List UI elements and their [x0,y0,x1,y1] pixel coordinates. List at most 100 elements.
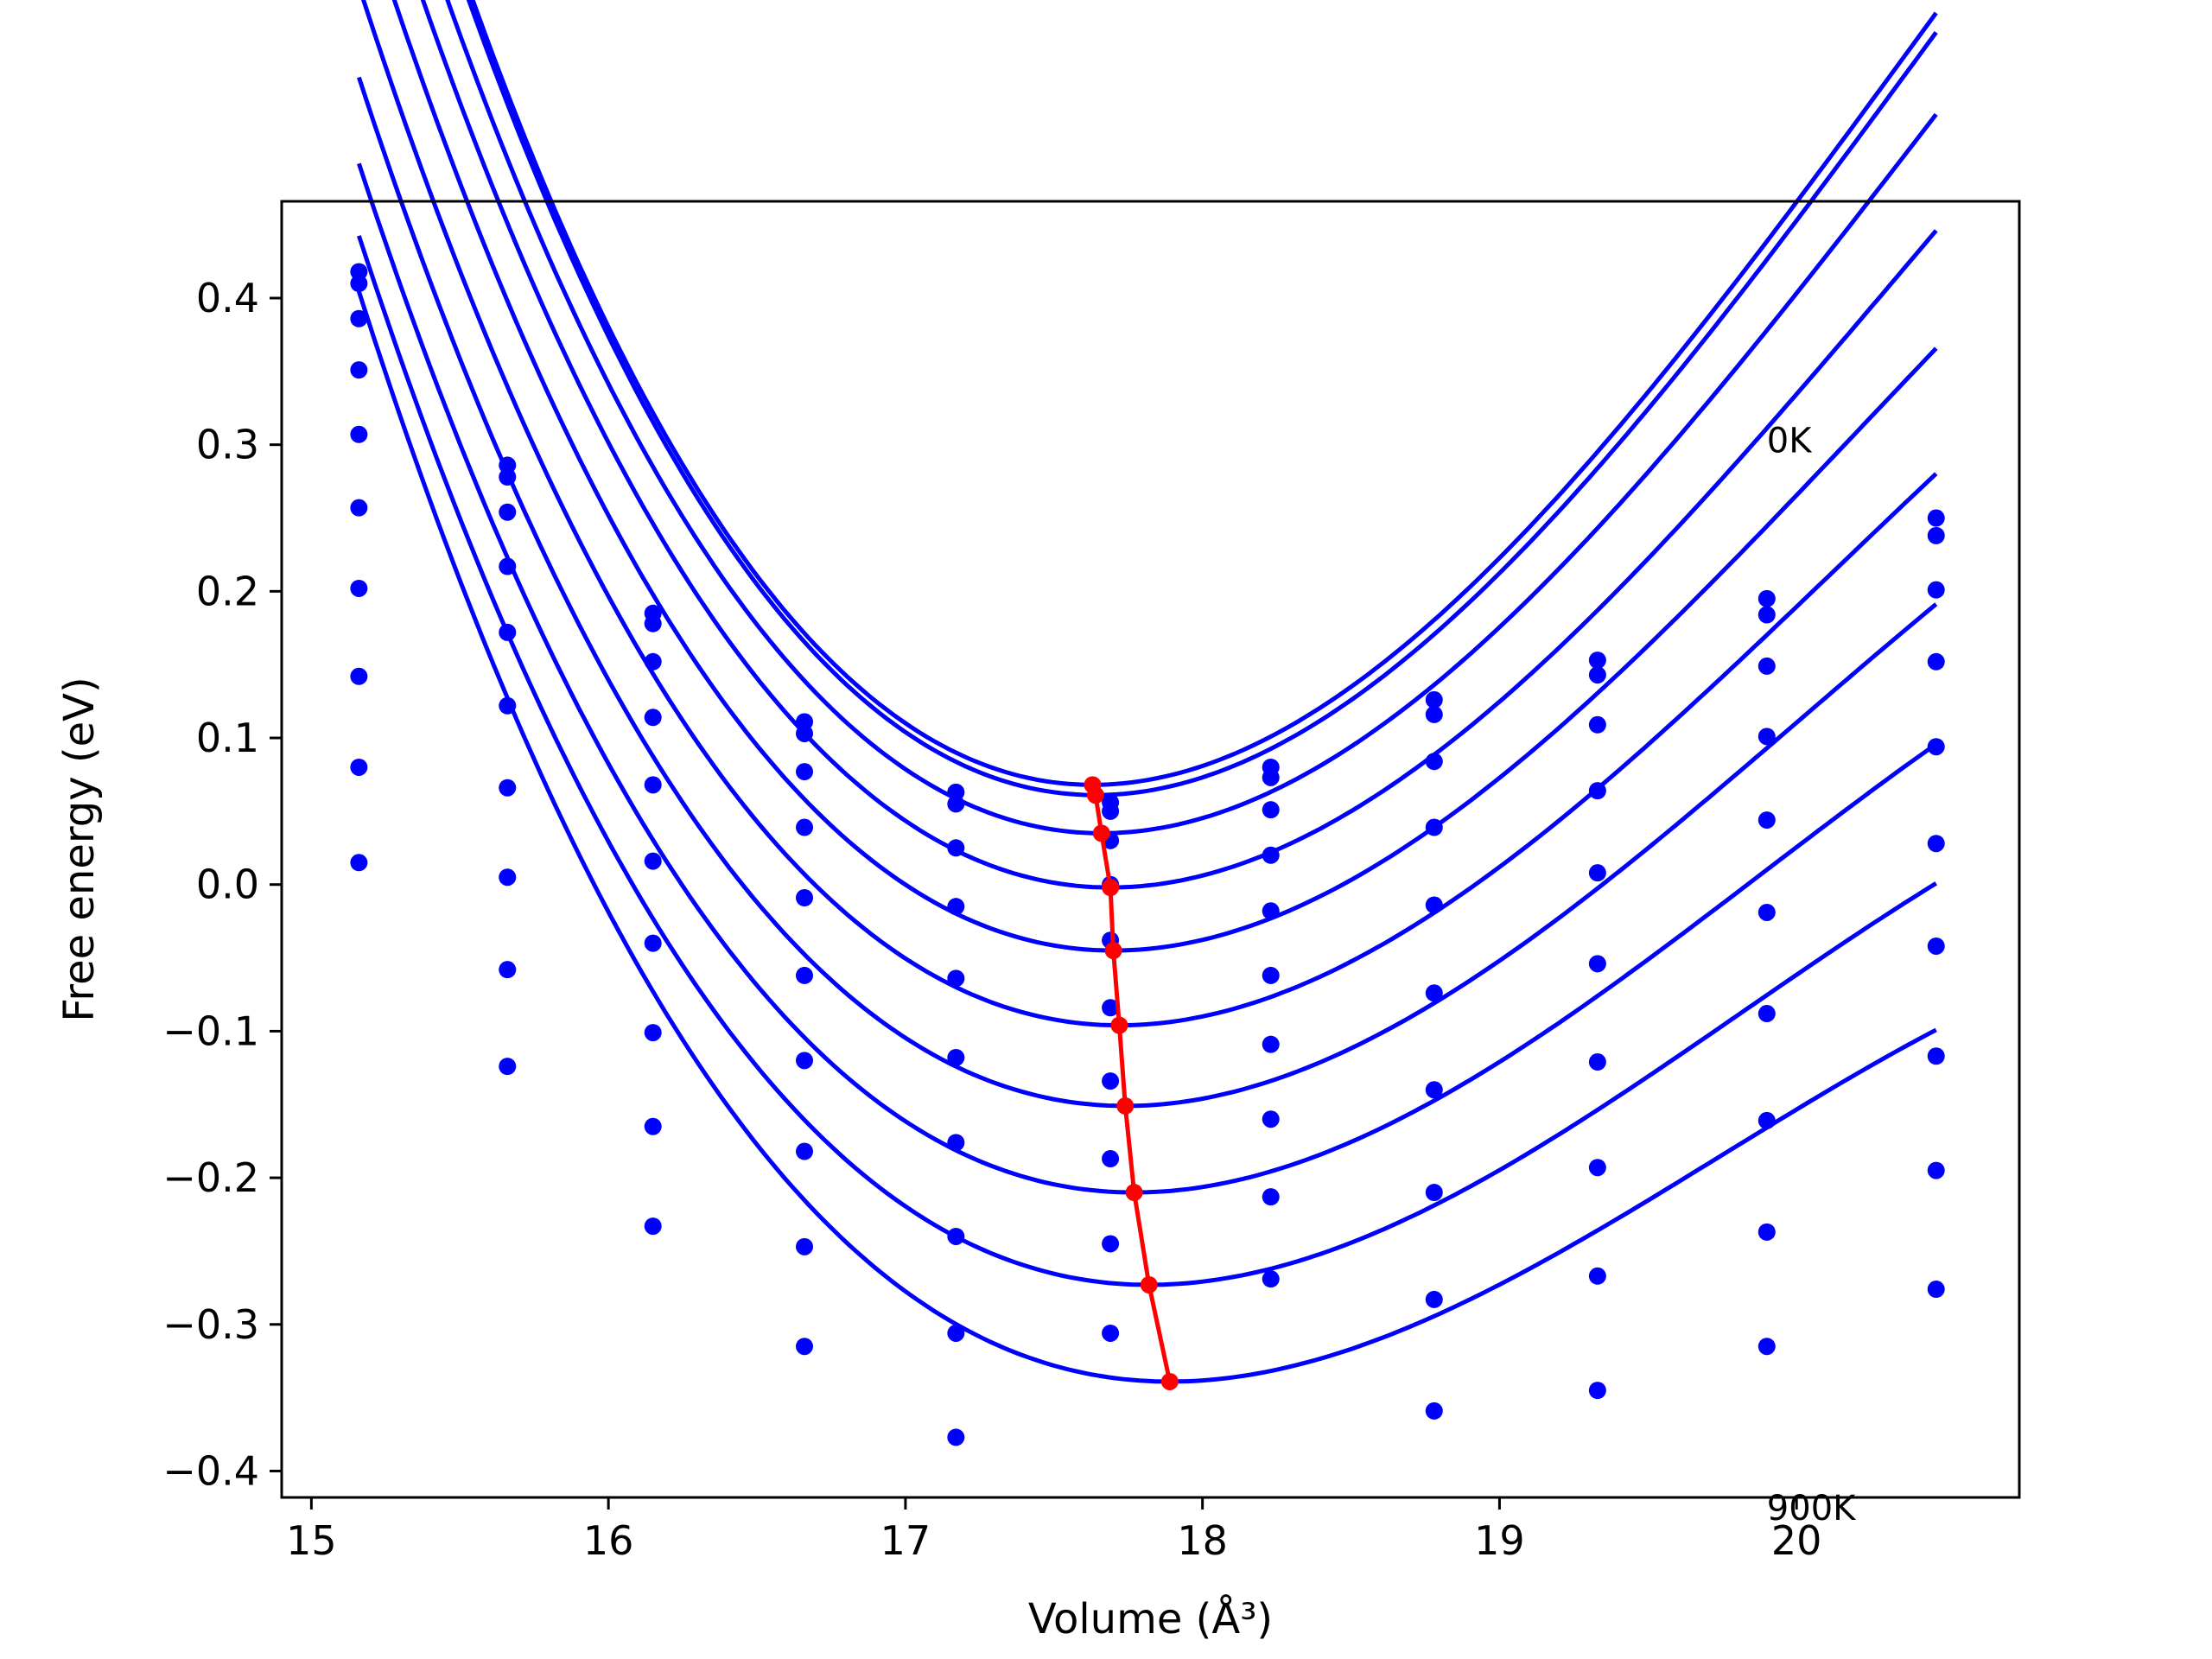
data-point [350,425,368,443]
data-point [796,763,814,781]
data-point [1262,768,1280,786]
data-point [1102,1235,1120,1253]
annotation-label: 900K [1767,1489,1857,1529]
data-point [796,1338,814,1356]
data-point [1425,896,1443,914]
data-point [499,623,517,641]
data-point [1425,1081,1443,1099]
data-point [350,667,368,685]
data-point [1262,1035,1280,1053]
data-point [1262,801,1280,819]
data-point [499,468,517,486]
data-point [1425,818,1443,836]
data-point [1588,652,1606,670]
annotations: 0K 900K [1767,422,1857,1529]
data-point [796,1237,814,1255]
y-tick-label: −0.4 [162,1447,259,1494]
data-point [947,1134,965,1152]
data-point [947,1324,965,1342]
data-point [1425,753,1443,771]
x-tick-label: 18 [1177,1517,1228,1564]
data-point [350,275,368,293]
data-point [499,961,517,979]
data-point [1927,581,1945,599]
y-tick-label: 0.1 [196,715,259,761]
fit-curve-4 [391,0,1938,953]
data-point [796,724,814,742]
y-axis-ticks: 0.4 0.3 0.2 0.1 0.0 −0.1 −0.2 −0.3 −0.4 [162,275,282,1494]
fit-curve-3 [420,0,1938,890]
data-point [350,854,368,872]
minimum-point [1102,879,1120,897]
data-point [1262,1188,1280,1206]
data-point [1758,1223,1776,1241]
data-point [499,557,517,575]
data-point [796,966,814,984]
data-point [1927,1047,1945,1065]
fit-curve-5 [361,0,1938,1028]
data-point [1102,1324,1120,1342]
data-point [644,614,662,632]
x-axis-label: Volume (Å³) [1028,1594,1273,1643]
y-tick-label: −0.1 [162,1007,259,1054]
data-point [1102,1072,1120,1090]
minimum-point [1140,1275,1158,1294]
data-point [796,1052,814,1070]
fit-curves [357,0,1938,1384]
data-point [1588,864,1606,882]
data-point [350,758,368,776]
data-point [947,795,965,813]
data-point [1425,1184,1443,1202]
data-point [1588,1053,1606,1071]
data-point [499,696,517,715]
y-tick-label: 0.0 [196,861,259,908]
plot-frame [280,200,2021,1499]
annotation-label: 0K [1767,422,1813,461]
data-point [1425,690,1443,709]
minimum-point [1125,1184,1143,1202]
data-point [1927,652,1945,671]
data-point [1758,728,1776,746]
data-point [1758,1338,1776,1356]
minimum-point [1086,786,1104,804]
data-points [350,263,1945,1446]
data-point [1758,589,1776,607]
data-point [796,818,814,836]
data-point [644,1024,662,1042]
data-point [350,499,368,517]
data-point [1758,657,1776,675]
data-point [644,852,662,870]
data-point [350,309,368,327]
data-point [1425,1290,1443,1308]
data-point [1425,1402,1443,1420]
data-point [1927,835,1945,853]
data-point [1588,1159,1606,1177]
data-point [1425,984,1443,1002]
data-point [644,1217,662,1236]
data-point [1927,1281,1945,1299]
fit-curve-7 [357,162,1938,1195]
data-point [1425,705,1443,723]
data-point [1588,715,1606,734]
minimum-point [1116,1096,1135,1115]
data-point [350,361,368,379]
y-tick-label: 0.4 [196,275,259,321]
data-point [1262,966,1280,984]
data-point [947,839,965,857]
y-tick-label: −0.2 [162,1154,259,1201]
data-point [499,503,517,521]
data-point [947,969,965,988]
data-point [1262,846,1280,864]
data-point [1588,1267,1606,1285]
x-tick-label: 20 [1771,1517,1822,1564]
fit-curve-2 [445,0,1938,836]
data-point [1758,1005,1776,1023]
data-point [1588,955,1606,973]
fit-curve-0 [470,0,1938,787]
data-point [947,1428,965,1446]
data-point [644,709,662,727]
data-point [1927,738,1945,756]
data-point [1102,999,1120,1017]
data-point [1102,1150,1120,1168]
data-point [1588,666,1606,684]
